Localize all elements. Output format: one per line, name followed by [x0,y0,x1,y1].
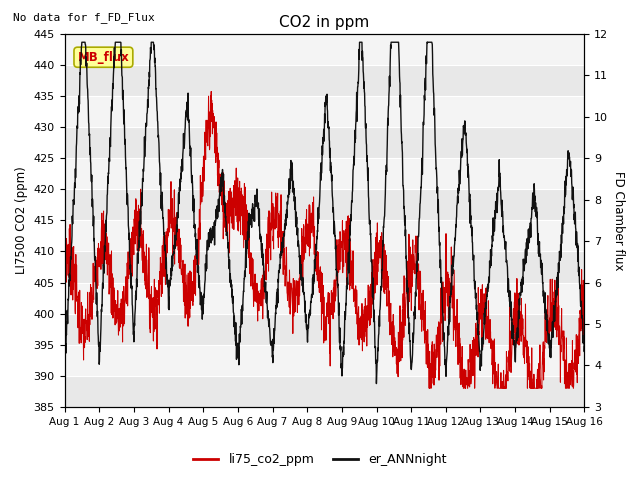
Bar [65,189,584,220]
Bar [65,252,584,283]
Text: No data for f_FD_Flux: No data for f_FD_Flux [13,12,154,23]
Bar [65,96,584,127]
Bar [65,34,584,65]
Bar [65,345,584,376]
Bar [65,65,584,96]
Bar [65,376,584,407]
Y-axis label: LI7500 CO2 (ppm): LI7500 CO2 (ppm) [15,167,28,274]
Bar [65,220,584,252]
Legend: li75_co2_ppm, er_ANNnight: li75_co2_ppm, er_ANNnight [188,448,452,471]
Bar [65,283,584,313]
Bar [65,313,584,345]
Title: CO2 in ppm: CO2 in ppm [280,15,370,30]
Bar [65,127,584,158]
Bar [65,158,584,189]
Y-axis label: FD Chamber flux: FD Chamber flux [612,171,625,270]
Text: MB_flux: MB_flux [77,51,129,64]
